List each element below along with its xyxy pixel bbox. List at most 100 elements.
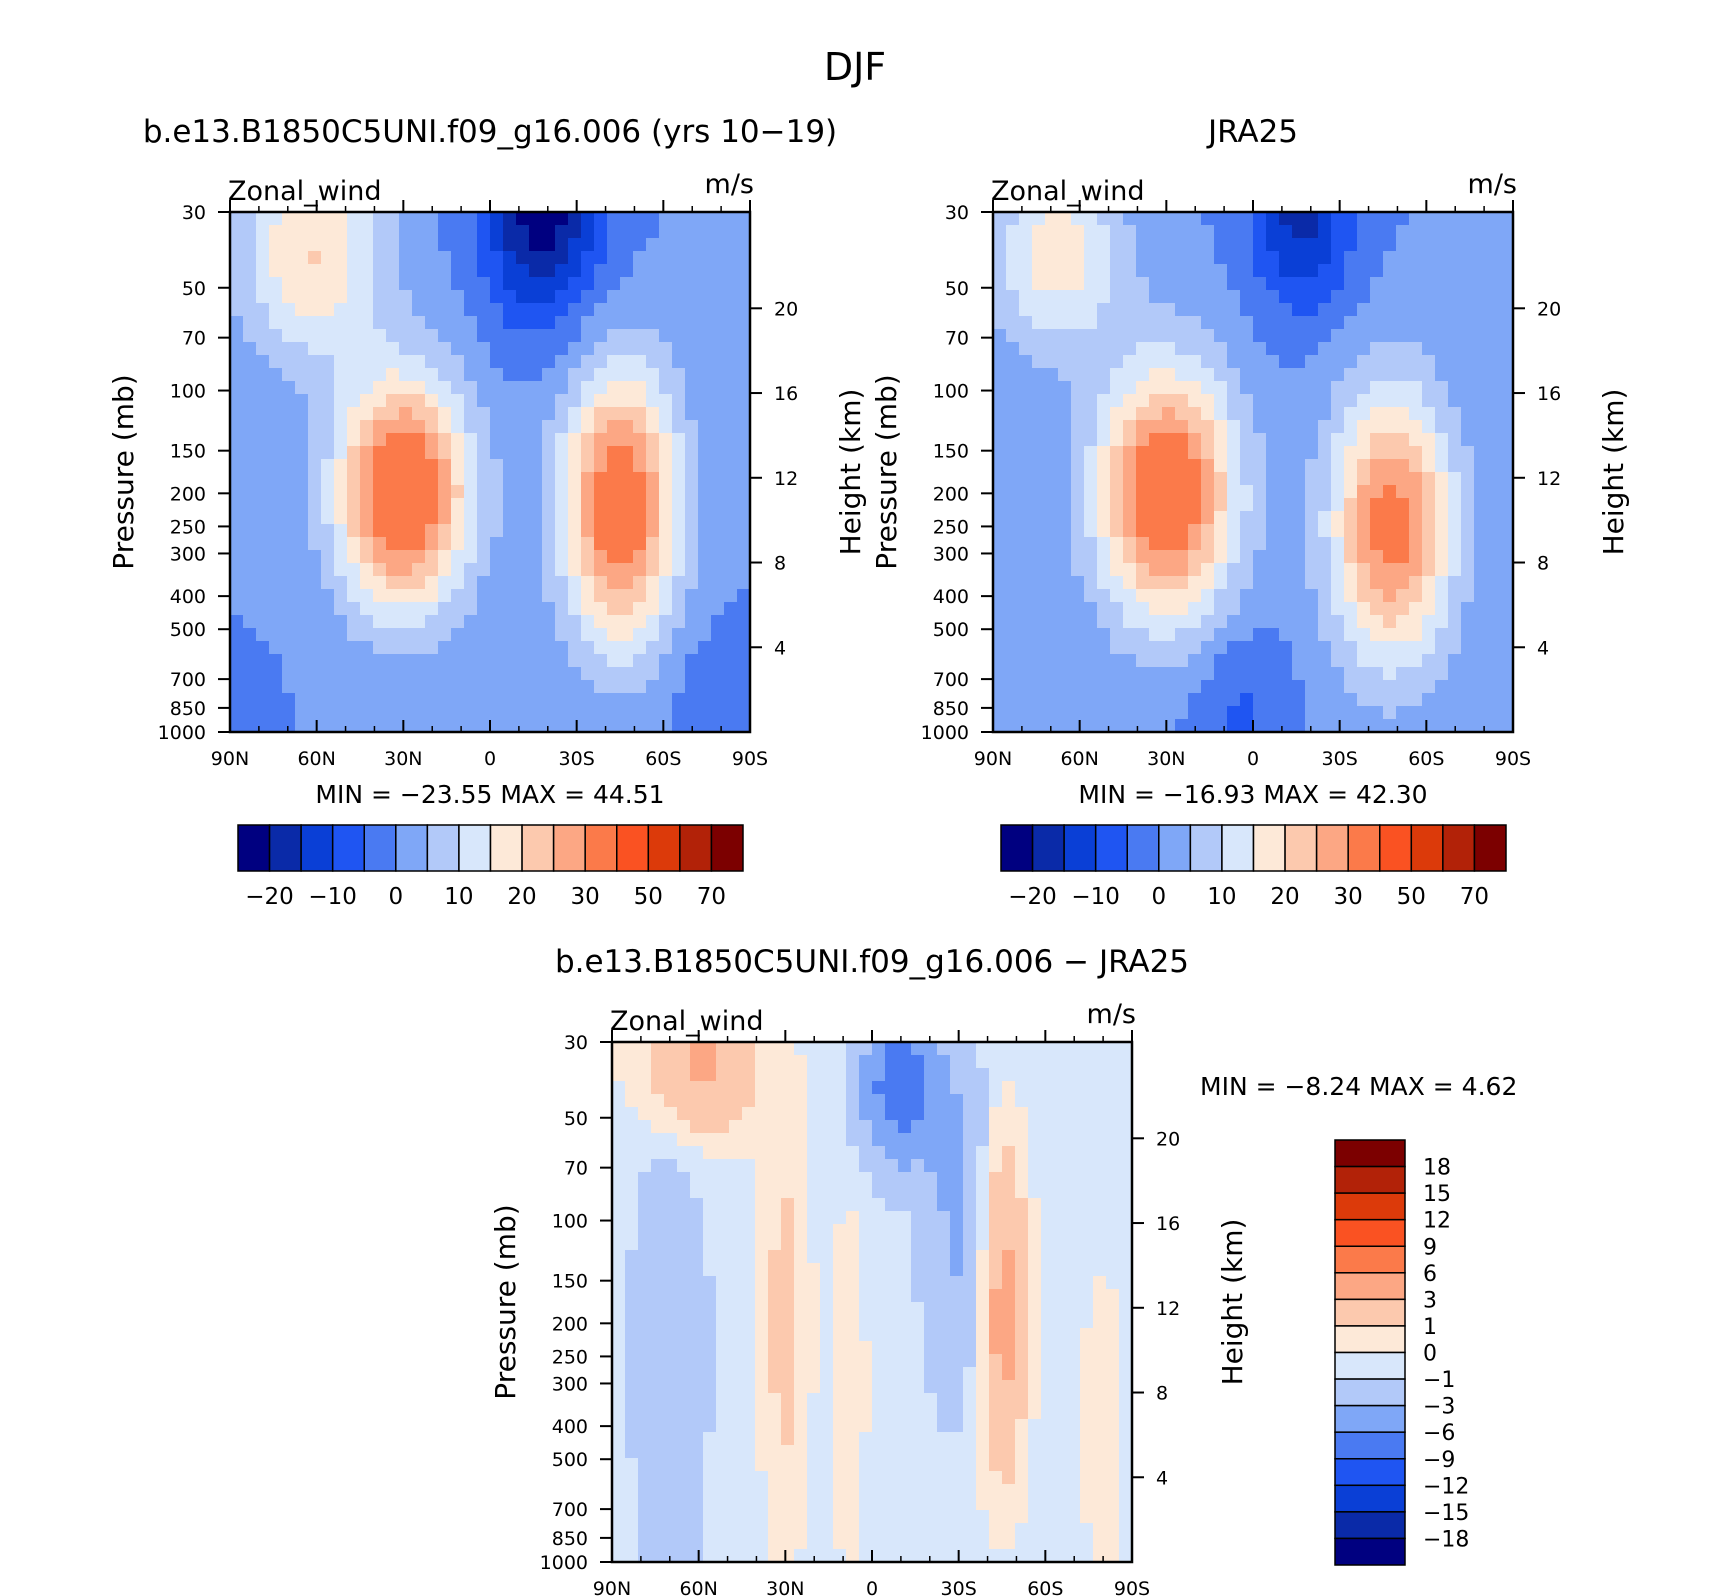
field-cell bbox=[1028, 1536, 1042, 1550]
field-cell bbox=[282, 511, 296, 525]
field-cell bbox=[1422, 238, 1436, 252]
field-cell bbox=[833, 1133, 847, 1147]
field-cell bbox=[581, 446, 595, 460]
field-cell bbox=[386, 368, 400, 382]
field-cell bbox=[230, 719, 244, 732]
field-cell bbox=[1435, 251, 1449, 265]
field-cell bbox=[1409, 602, 1423, 616]
field-cell bbox=[568, 537, 582, 551]
field-cell bbox=[1279, 251, 1293, 265]
field-cell bbox=[490, 238, 504, 252]
field-cell bbox=[1054, 1328, 1068, 1342]
field-cell bbox=[1028, 1549, 1042, 1562]
field-cell bbox=[937, 1289, 951, 1303]
field-cell bbox=[321, 264, 335, 278]
field-cell bbox=[950, 1380, 964, 1394]
field-cell bbox=[1292, 719, 1306, 732]
field-cell bbox=[1002, 1445, 1016, 1459]
field-cell bbox=[269, 277, 283, 291]
field-cell bbox=[1214, 212, 1228, 226]
field-cell bbox=[703, 1094, 717, 1108]
field-cell bbox=[1318, 342, 1332, 356]
field-cell bbox=[677, 1198, 691, 1212]
field-cell bbox=[425, 264, 439, 278]
field-cell bbox=[703, 1302, 717, 1316]
field-cell bbox=[334, 537, 348, 551]
field-cell bbox=[1266, 693, 1280, 707]
field-cell bbox=[989, 1185, 1003, 1199]
field-cell bbox=[1474, 277, 1488, 291]
field-cell bbox=[1500, 459, 1513, 473]
field-cell bbox=[1357, 329, 1371, 343]
field-cell bbox=[690, 1419, 704, 1433]
field-cell bbox=[633, 641, 647, 655]
field-cell bbox=[503, 407, 517, 421]
field-cell bbox=[703, 1055, 717, 1069]
field-cell bbox=[1149, 589, 1163, 603]
field-cell bbox=[308, 329, 322, 343]
field-cell bbox=[1227, 537, 1241, 551]
field-cell bbox=[807, 1250, 821, 1264]
field-cell bbox=[924, 1458, 938, 1472]
field-cell bbox=[256, 537, 270, 551]
field-cell bbox=[1383, 511, 1397, 525]
field-cell bbox=[516, 355, 530, 369]
field-cell bbox=[1002, 1211, 1016, 1225]
field-cell bbox=[503, 329, 517, 343]
field-cell bbox=[1331, 329, 1345, 343]
field-cell bbox=[230, 693, 244, 707]
field-cell bbox=[690, 1315, 704, 1329]
field-cell bbox=[1461, 329, 1475, 343]
field-cell bbox=[295, 550, 309, 564]
field-cell bbox=[1058, 316, 1072, 330]
field-cell bbox=[1422, 290, 1436, 304]
field-cell bbox=[612, 1263, 626, 1277]
field-cell bbox=[1097, 303, 1111, 317]
field-cell bbox=[321, 316, 335, 330]
field-cell bbox=[885, 1471, 899, 1485]
field-cell bbox=[1435, 589, 1449, 603]
field-cell bbox=[1396, 420, 1410, 434]
field-cell bbox=[1227, 667, 1241, 681]
field-cell bbox=[924, 1068, 938, 1082]
field-cell bbox=[1318, 589, 1332, 603]
field-cell bbox=[1162, 667, 1176, 681]
field-cell bbox=[399, 446, 413, 460]
field-cell bbox=[950, 1263, 964, 1277]
field-cell bbox=[243, 667, 257, 681]
field-cell bbox=[1240, 316, 1254, 330]
field-cell bbox=[781, 1276, 795, 1290]
field-cell bbox=[516, 277, 530, 291]
field-cell bbox=[230, 238, 244, 252]
field-cell bbox=[1175, 589, 1189, 603]
field-cell bbox=[607, 680, 621, 694]
field-cell bbox=[737, 498, 750, 512]
field-cell bbox=[1162, 251, 1176, 265]
field-cell bbox=[872, 1549, 886, 1562]
field-cell bbox=[1019, 290, 1033, 304]
field-cell bbox=[1448, 342, 1462, 356]
field-cell bbox=[950, 1146, 964, 1160]
field-cell bbox=[625, 1263, 639, 1277]
field-cell bbox=[1084, 589, 1098, 603]
field-cell bbox=[1054, 1536, 1068, 1550]
field-cell bbox=[1331, 498, 1345, 512]
field-cell bbox=[993, 407, 1007, 421]
field-cell bbox=[820, 1211, 834, 1225]
field-cell bbox=[1214, 316, 1228, 330]
field-cell bbox=[490, 615, 504, 629]
field-cell bbox=[963, 1523, 977, 1537]
field-cell bbox=[1002, 1107, 1016, 1121]
field-cell bbox=[1002, 1549, 1016, 1562]
field-cell bbox=[716, 1549, 730, 1562]
field-cell bbox=[412, 680, 426, 694]
field-cell bbox=[742, 1523, 756, 1537]
colorbar-box bbox=[237, 824, 271, 872]
field-cell bbox=[1188, 420, 1202, 434]
field-cell bbox=[1201, 641, 1215, 655]
field-cell bbox=[1058, 381, 1072, 395]
field-cell bbox=[334, 615, 348, 629]
field-cell bbox=[1058, 251, 1072, 265]
field-cell bbox=[703, 1224, 717, 1238]
field-cell bbox=[729, 1094, 743, 1108]
